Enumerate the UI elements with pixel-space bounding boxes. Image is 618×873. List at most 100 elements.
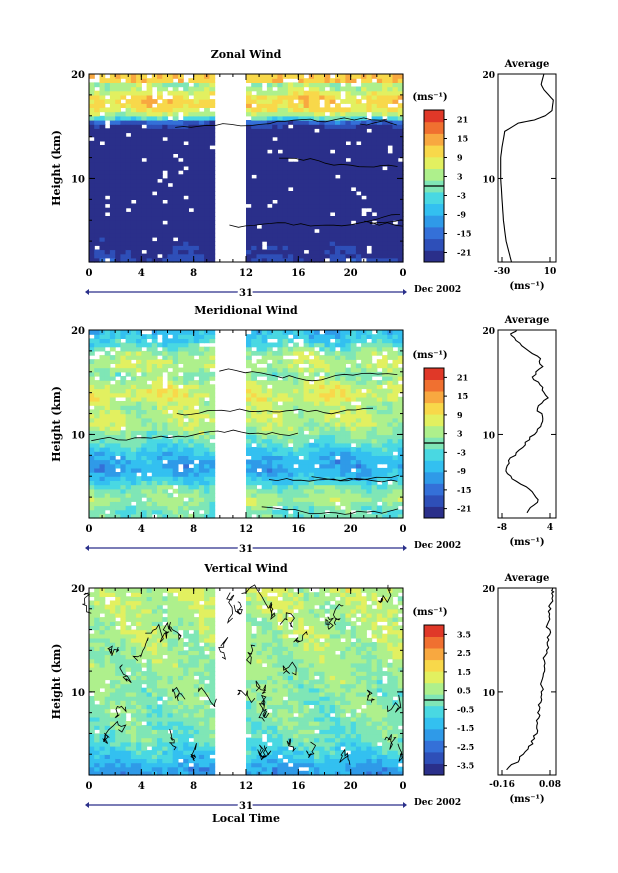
heatmap-cell <box>387 165 394 171</box>
heatmap-cell <box>167 211 174 217</box>
heatmap-cell <box>141 199 148 205</box>
heatmap-cell <box>277 115 284 121</box>
heatmap-cell <box>266 513 273 519</box>
heatmap-cell <box>204 488 210 494</box>
heatmap-cell <box>146 236 153 242</box>
heatmap-cell <box>115 388 121 394</box>
heatmap-cell <box>89 679 95 685</box>
heatmap-cell <box>287 178 294 184</box>
heatmap-cell <box>99 178 106 184</box>
heatmap-cell <box>256 94 263 100</box>
heatmap-cell <box>350 249 357 255</box>
heatmap-cell <box>345 451 352 456</box>
heatmap-cell <box>183 128 189 134</box>
heatmap-cell <box>130 236 137 242</box>
heatmap-cell <box>89 182 95 188</box>
heatmap-cell <box>256 472 263 477</box>
heatmap-cell <box>209 463 216 469</box>
heatmap-cell <box>324 459 331 465</box>
heatmap-cell <box>193 207 200 213</box>
heatmap-cell <box>287 99 294 104</box>
heatmap-cell <box>298 149 305 154</box>
heatmap-cell <box>392 334 399 339</box>
heatmap-cell <box>303 186 310 192</box>
heatmap-cell <box>324 484 331 490</box>
heatmap-cell <box>167 82 174 88</box>
heatmap-cell <box>350 132 357 138</box>
heatmap-cell <box>324 82 331 88</box>
heatmap-cell <box>376 363 383 369</box>
heatmap-cell <box>178 191 184 196</box>
heatmap-cell <box>151 396 158 402</box>
heatmap-cell <box>115 78 121 83</box>
heatmap-cell <box>287 492 294 498</box>
heatmap-cell <box>272 145 278 150</box>
heatmap-cell <box>204 413 210 419</box>
heatmap-cell <box>387 396 394 402</box>
heatmap-cell <box>157 409 163 415</box>
heatmap-cell <box>350 78 357 83</box>
heatmap-cell <box>188 157 195 163</box>
heatmap-cell <box>376 488 383 494</box>
heatmap-cell <box>198 228 205 234</box>
heatmap-cell <box>277 136 284 142</box>
heatmap-cell <box>282 111 289 117</box>
heatmap-cell <box>308 409 315 415</box>
heatmap-cell <box>94 330 100 335</box>
heatmap-cell <box>272 447 278 452</box>
heatmap-cell <box>115 149 121 154</box>
heatmap-cell <box>99 459 106 465</box>
heatmap-cell <box>183 334 189 339</box>
heatmap-cell <box>355 492 362 498</box>
heatmap-cell <box>162 195 169 200</box>
heatmap-cell <box>209 90 216 96</box>
heatmap-cell <box>193 413 200 419</box>
colorbar-tick-label: 3 <box>457 172 463 182</box>
heatmap-cell <box>151 207 158 213</box>
heatmap-cell <box>277 430 284 436</box>
heatmap-cell <box>125 120 132 125</box>
heatmap-cell <box>115 216 121 221</box>
heatmap-cell <box>120 442 127 448</box>
heatmap-cell <box>361 199 367 205</box>
heatmap-cell <box>397 492 404 498</box>
heatmap-cell <box>172 384 179 390</box>
heatmap-cell <box>340 421 346 427</box>
heatmap-cell <box>261 191 268 196</box>
heatmap-cell <box>256 359 263 364</box>
heatmap-cell <box>314 505 320 511</box>
heatmap-cell <box>266 501 273 507</box>
heatmap-cell <box>115 484 121 490</box>
heatmap-cell <box>256 426 263 431</box>
heatmap-cell <box>104 505 111 511</box>
heatmap-cell <box>376 413 383 419</box>
heatmap-cell <box>361 82 367 88</box>
heatmap-cell <box>277 330 284 335</box>
heatmap-cell <box>319 434 326 440</box>
heatmap-cell <box>209 459 216 465</box>
heatmap-cell <box>146 501 153 507</box>
heatmap-cell <box>136 401 142 406</box>
heatmap-cell <box>151 186 158 192</box>
heatmap-cell <box>387 182 394 188</box>
heatmap-cell <box>146 165 153 171</box>
heatmap-cell <box>340 376 346 381</box>
heatmap-cell <box>382 417 388 423</box>
heatmap-cell <box>193 472 200 477</box>
heatmap-cell <box>282 371 289 377</box>
heatmap-cell <box>303 78 310 83</box>
heatmap-cell <box>188 128 195 134</box>
heatmap-cell <box>324 505 331 511</box>
y-tick-label: 20 <box>71 70 85 81</box>
heatmap-cell <box>350 257 357 263</box>
heatmap-cell <box>94 758 100 764</box>
heatmap-cell <box>178 220 184 225</box>
heatmap-cell <box>282 128 289 134</box>
heatmap-cell <box>303 338 310 344</box>
heatmap-cell <box>94 650 100 656</box>
heatmap-cell <box>89 683 95 689</box>
heatmap-cell <box>387 86 394 92</box>
heatmap-cell <box>141 376 148 381</box>
heatmap-cell <box>387 128 394 134</box>
heatmap-cell <box>251 236 257 242</box>
